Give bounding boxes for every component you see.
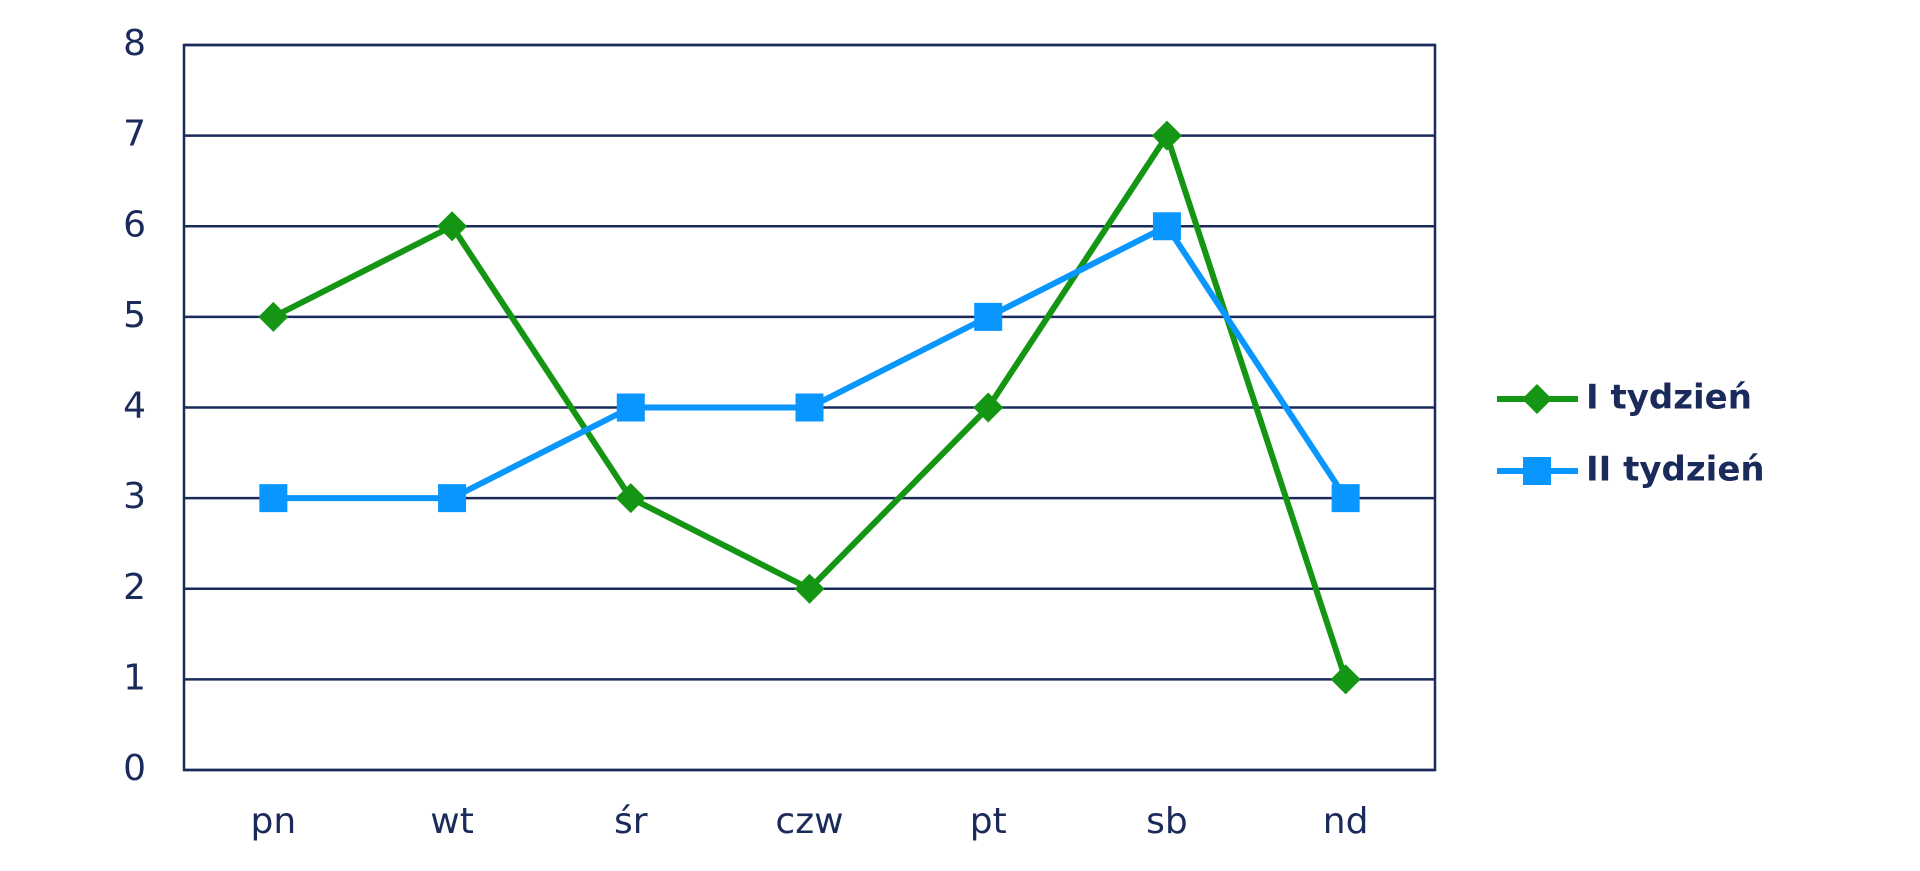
x-tick-label: śr xyxy=(614,801,648,842)
y-tick-label: 6 xyxy=(123,204,146,245)
x-tick-label: pt xyxy=(970,801,1007,842)
x-tick-label: nd xyxy=(1323,801,1369,842)
legend-label: II tydzień xyxy=(1586,450,1765,490)
legend-marker xyxy=(1522,384,1552,414)
y-tick-label: 3 xyxy=(123,476,146,517)
x-tick-label: czw xyxy=(775,801,843,842)
x-tick-label: wt xyxy=(430,801,474,842)
marker xyxy=(973,392,1004,423)
marker xyxy=(616,393,645,422)
series-line xyxy=(273,223,1349,502)
marker xyxy=(1331,484,1360,513)
x-tick-label: sb xyxy=(1146,801,1188,842)
marker xyxy=(437,211,468,242)
y-tick-label: 1 xyxy=(123,657,146,698)
marker xyxy=(438,484,467,513)
marker xyxy=(1151,120,1182,151)
x-tick-label: pn xyxy=(251,801,297,842)
y-tick-label: 4 xyxy=(123,386,146,427)
y-tick-label: 0 xyxy=(123,748,146,789)
marker xyxy=(974,302,1003,331)
marker xyxy=(1330,664,1361,695)
y-tick-label: 7 xyxy=(123,114,146,155)
y-tick-label: 8 xyxy=(123,23,146,64)
y-tick-label: 5 xyxy=(123,295,146,336)
y-tick-label: 2 xyxy=(123,567,146,608)
marker xyxy=(259,484,288,513)
legend-marker xyxy=(1523,457,1551,485)
marker xyxy=(795,393,824,422)
marker xyxy=(258,301,289,332)
marker xyxy=(794,573,825,604)
marker xyxy=(615,483,646,514)
legend-label: I tydzień xyxy=(1586,378,1752,418)
marker xyxy=(1152,212,1181,241)
